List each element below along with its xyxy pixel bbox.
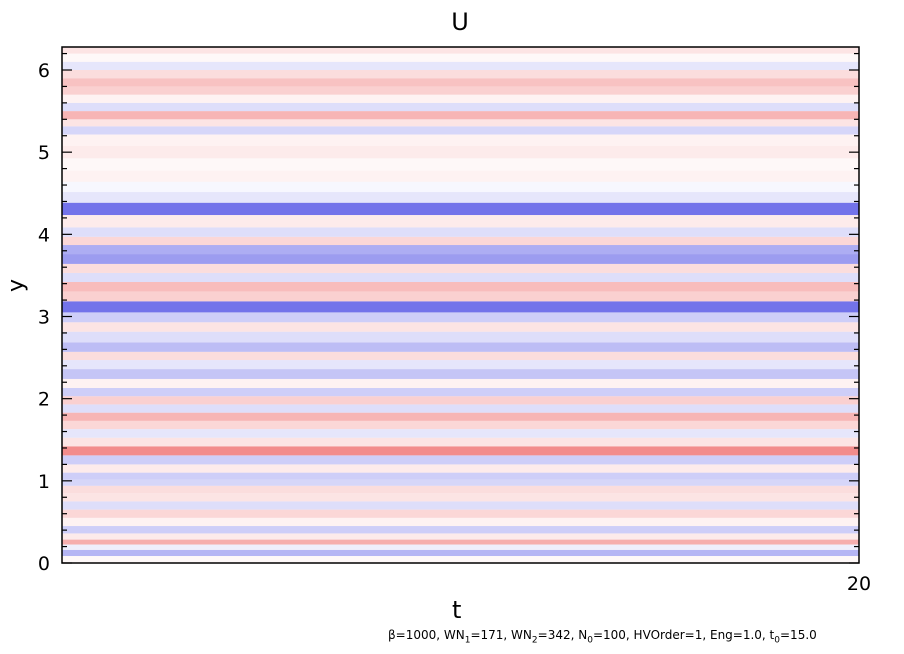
heatmap-band xyxy=(62,493,859,502)
heatmap-band xyxy=(62,263,859,273)
heatmap-band xyxy=(62,61,859,71)
heatmap-band xyxy=(62,544,859,550)
heatmap-bands xyxy=(62,47,859,563)
heatmap-band xyxy=(62,526,859,534)
heatmap-band xyxy=(62,485,859,494)
heatmap-band xyxy=(62,192,859,203)
heatmap-band xyxy=(62,533,859,540)
heatmap-band xyxy=(62,351,859,361)
heatmap-band xyxy=(62,369,859,379)
heatmap-band xyxy=(62,396,859,405)
y-tick-label: 5 xyxy=(38,142,50,164)
heatmap-band xyxy=(62,455,859,465)
heatmap-band xyxy=(62,331,859,343)
y-tick-label: 2 xyxy=(38,389,50,411)
heatmap-band xyxy=(62,272,859,282)
heatmap-band xyxy=(62,126,859,135)
heatmap-band xyxy=(62,556,859,563)
heatmap-band xyxy=(62,86,859,95)
heatmap-band xyxy=(62,53,859,62)
heatmap-band xyxy=(62,202,859,216)
plot-frame xyxy=(61,46,860,564)
heatmap-band xyxy=(62,437,859,447)
heatmap-band xyxy=(62,472,859,480)
y-tick-label: 3 xyxy=(38,307,50,329)
heatmap-band xyxy=(62,236,859,246)
heatmap-band xyxy=(62,227,859,237)
heatmap-band xyxy=(62,387,859,397)
heatmap-band xyxy=(62,501,859,510)
y-tick-label: 6 xyxy=(38,60,50,82)
heatmap-band xyxy=(62,479,859,486)
heatmap-band xyxy=(62,254,859,264)
heatmap-band xyxy=(62,378,859,388)
heatmap-band xyxy=(62,509,859,518)
heatmap-band xyxy=(62,412,859,421)
heatmap-band xyxy=(62,342,859,352)
x-axis-label: t xyxy=(452,596,462,624)
heatmap-band xyxy=(62,47,859,54)
y-ticks: 0 1 2 3 4 5 6 xyxy=(38,52,859,575)
heatmap-band xyxy=(62,291,859,302)
heatmap-band xyxy=(62,281,859,292)
heatmap-band xyxy=(62,245,859,255)
y-tick-label: 4 xyxy=(38,224,50,246)
heatmap-band xyxy=(62,360,859,370)
heatmap-band xyxy=(62,70,859,79)
heatmap-band xyxy=(62,549,859,557)
heatmap-band xyxy=(62,429,859,438)
chart-title: U xyxy=(451,8,469,36)
parameter-annotation: β=1000, WN1=171, WN2=342, N0=100, HVOrde… xyxy=(388,628,817,646)
heatmap-band xyxy=(62,158,859,171)
heatmap-band xyxy=(62,170,859,182)
heatmap-band xyxy=(62,420,859,430)
y-axis-label: y xyxy=(4,278,29,292)
heatmap-band xyxy=(62,119,859,127)
heatmap-band xyxy=(62,464,859,473)
x-tick-label: 20 xyxy=(847,573,871,595)
heatmap-band xyxy=(62,517,859,527)
heatmap-band xyxy=(62,322,859,332)
heatmap-band xyxy=(62,312,859,323)
heatmap-band xyxy=(62,539,859,545)
y-tick-label: 1 xyxy=(38,471,50,493)
heatmap-band xyxy=(62,301,859,313)
heatmap-band xyxy=(62,446,859,456)
heatmap-band xyxy=(62,94,859,103)
heatmap-band xyxy=(62,215,859,228)
heatmap-band xyxy=(62,181,859,193)
heatmap-band xyxy=(62,404,859,413)
heatmap-band xyxy=(62,146,859,159)
heatmap-band xyxy=(62,111,859,120)
heatmap-band xyxy=(62,134,859,147)
x-ticks: 20 xyxy=(847,573,871,595)
heatmap-band xyxy=(62,102,859,112)
y-tick-label: 0 xyxy=(38,553,50,575)
heatmap-band xyxy=(62,78,859,87)
